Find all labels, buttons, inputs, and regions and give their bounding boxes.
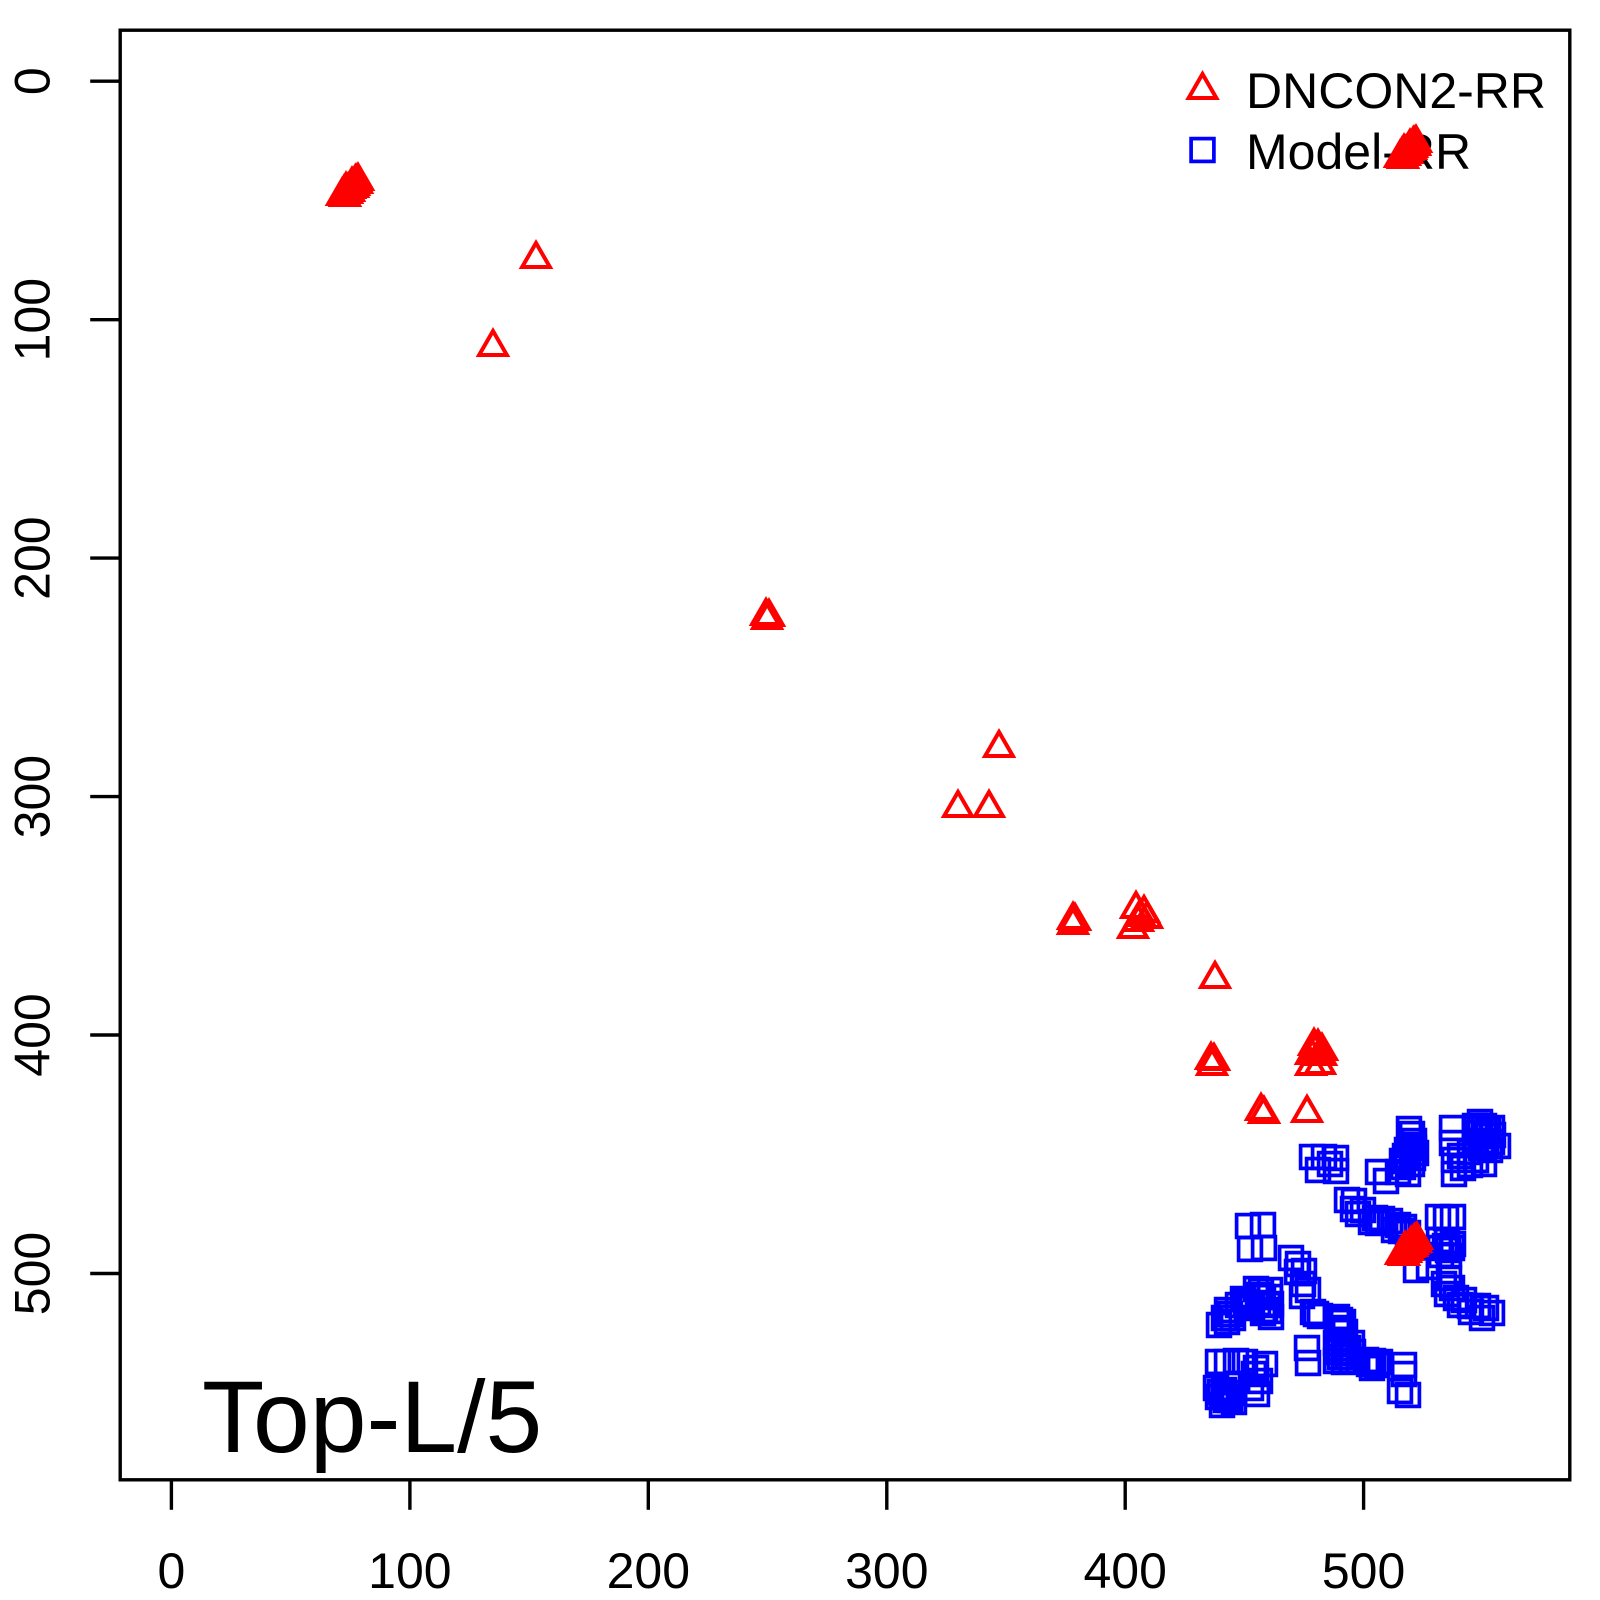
svg-text:400: 400: [1083, 1543, 1166, 1599]
svg-text:500: 500: [5, 1232, 61, 1315]
svg-text:200: 200: [5, 516, 61, 599]
svg-text:300: 300: [845, 1543, 928, 1599]
svg-text:500: 500: [1322, 1543, 1405, 1599]
svg-text:0: 0: [157, 1543, 185, 1599]
svg-text:0: 0: [5, 67, 61, 95]
svg-text:Model-RR: Model-RR: [1246, 124, 1471, 180]
svg-text:300: 300: [5, 755, 61, 838]
svg-text:DNCON2-RR: DNCON2-RR: [1246, 63, 1546, 119]
svg-text:100: 100: [368, 1543, 451, 1599]
svg-text:400: 400: [5, 993, 61, 1076]
svg-text:200: 200: [607, 1543, 690, 1599]
svg-text:100: 100: [5, 278, 61, 361]
svg-text:Top-L/5: Top-L/5: [202, 1360, 542, 1474]
